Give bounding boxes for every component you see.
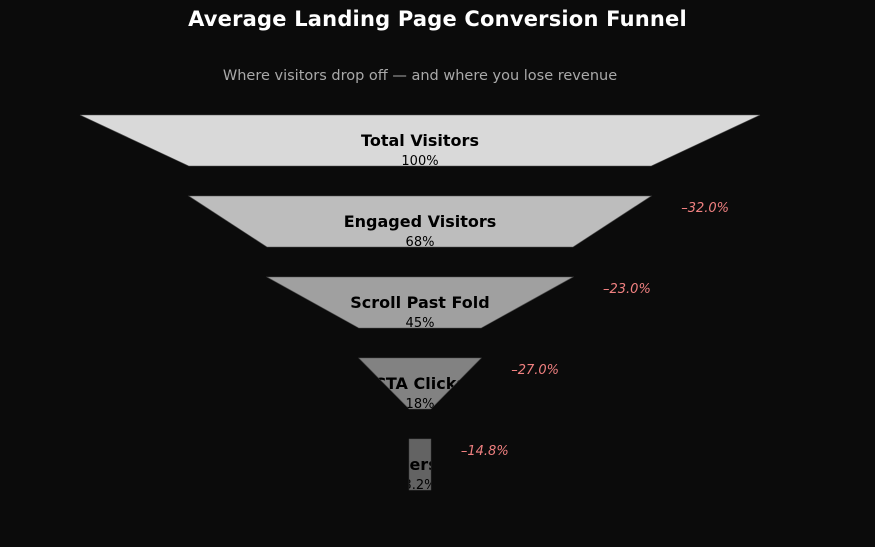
- stage-value-2: 68%: [406, 235, 435, 250]
- stage-label-3: Scroll Past Fold: [350, 293, 489, 312]
- stage-label-1: Total Visitors: [361, 131, 479, 150]
- dropoff-label-3: –27.0%: [511, 363, 559, 378]
- funnel-stage-4: [358, 357, 482, 410]
- funnel-stage-3: [265, 276, 575, 329]
- dropoff-label-2: –23.0%: [603, 282, 651, 297]
- stage-value-5: 3.2%: [403, 478, 436, 493]
- dropoff-label-4: –14.8%: [461, 444, 509, 459]
- stage-label-4: CTA Clicks: [374, 374, 466, 393]
- chart-subtitle: Where visitors drop off — and where you …: [222, 68, 618, 84]
- funnel-stage-2: [187, 195, 653, 248]
- stage-value-4: 18%: [406, 397, 435, 412]
- stage-value-3: 45%: [406, 316, 435, 331]
- stage-value-1: 100%: [401, 154, 438, 169]
- stage-label-2: Engaged Visitors: [344, 212, 497, 231]
- funnel-stage-5: [408, 438, 432, 491]
- stage-label-5: Conversions: [365, 455, 475, 474]
- dropoff-label-1: –32.0%: [681, 201, 729, 216]
- chart-title: Average Landing Page Conversion Funnel: [188, 7, 687, 31]
- funnel-stage-1: [79, 114, 761, 167]
